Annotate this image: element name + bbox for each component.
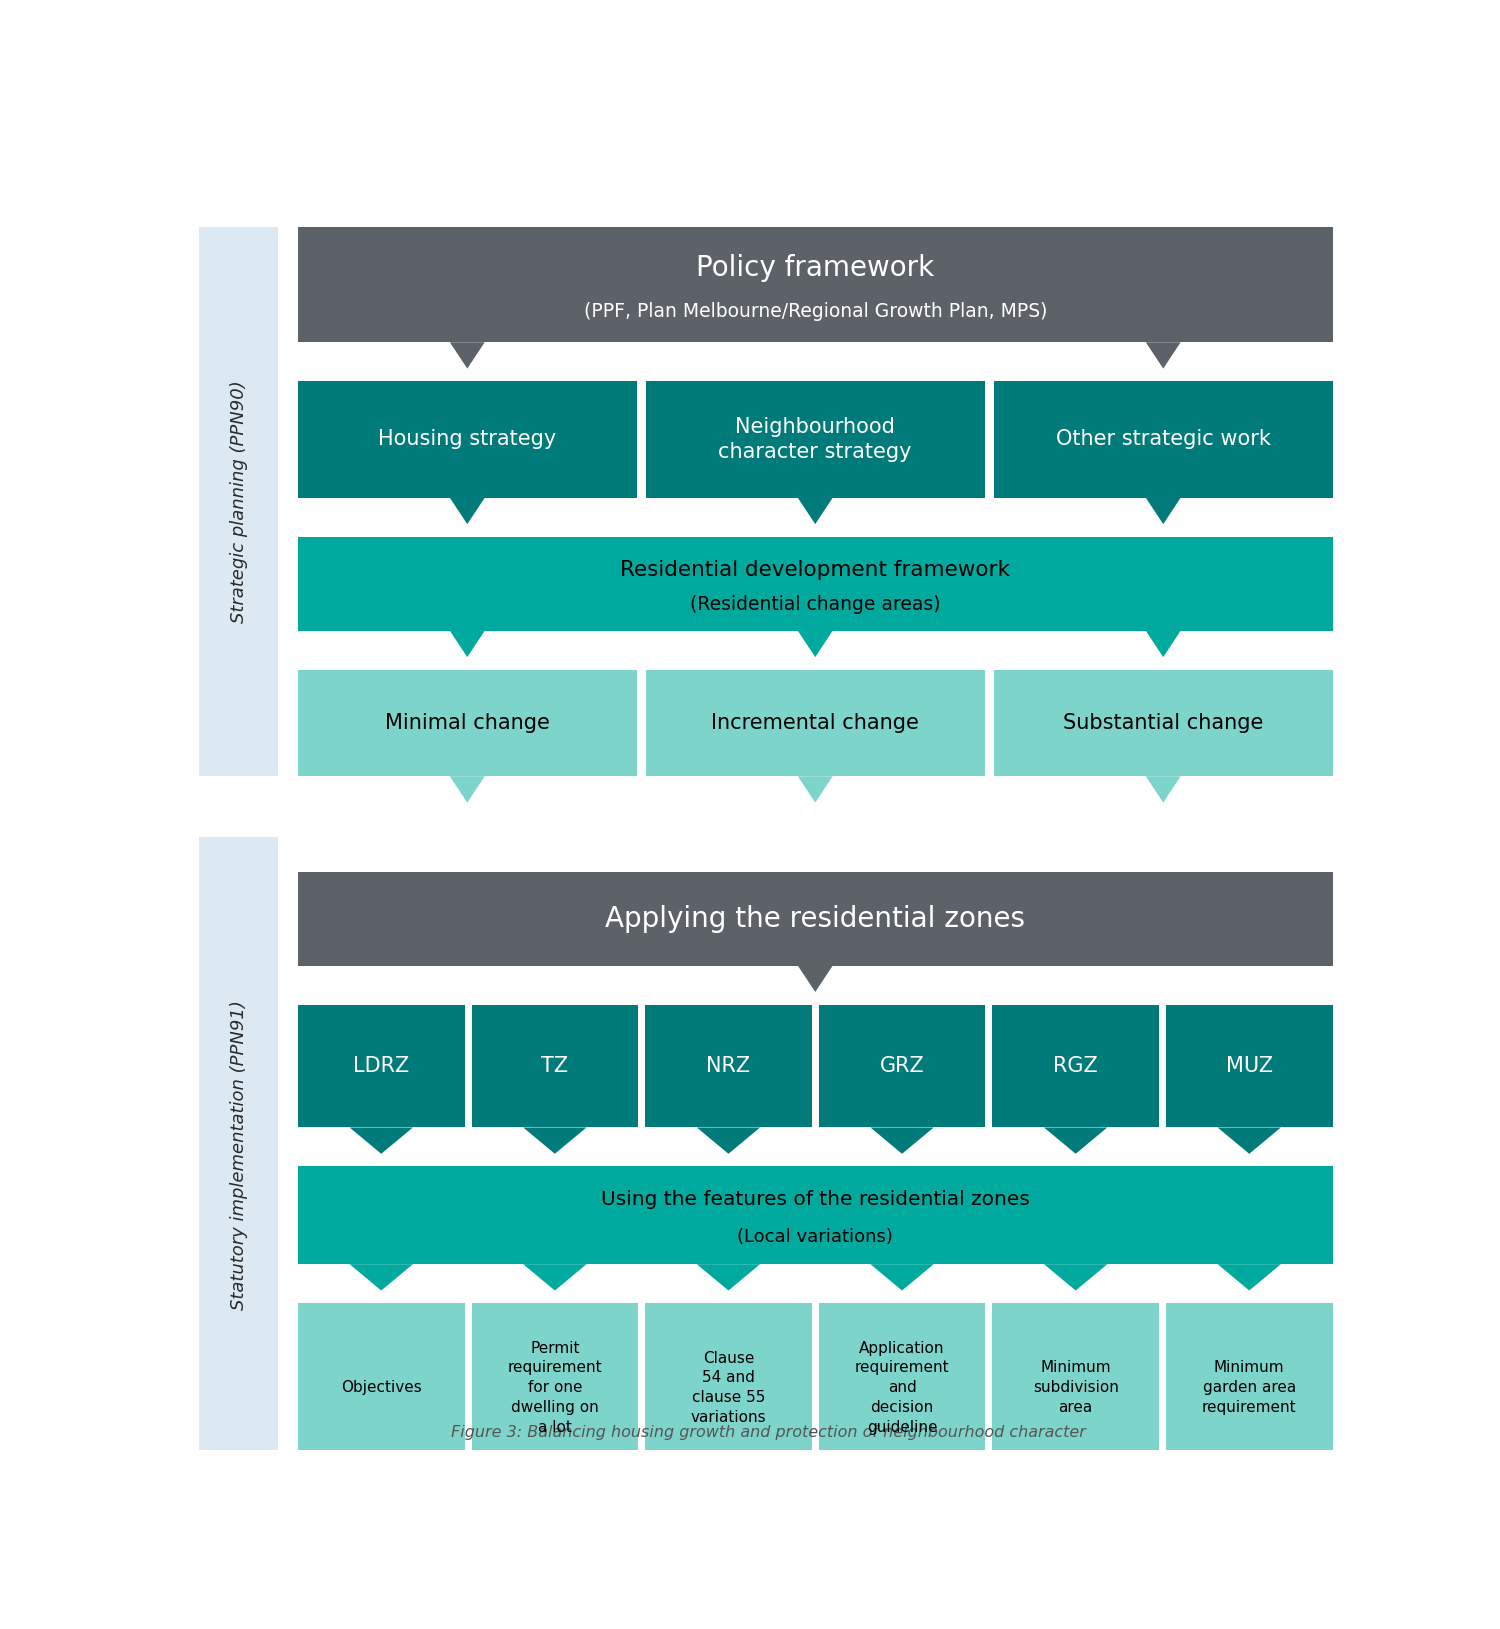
FancyBboxPatch shape — [298, 536, 1332, 630]
Polygon shape — [350, 1127, 412, 1153]
Polygon shape — [798, 630, 832, 656]
Polygon shape — [450, 630, 484, 656]
Text: RGZ: RGZ — [1053, 1056, 1098, 1077]
Text: Other strategic work: Other strategic work — [1056, 430, 1270, 450]
Text: TZ: TZ — [542, 1056, 568, 1077]
FancyBboxPatch shape — [993, 1005, 1160, 1127]
FancyBboxPatch shape — [298, 1303, 465, 1473]
Text: MUZ: MUZ — [1226, 1056, 1274, 1077]
Polygon shape — [1146, 777, 1180, 803]
Text: Neighbourhood
character strategy: Neighbourhood character strategy — [718, 417, 912, 463]
FancyBboxPatch shape — [645, 1303, 812, 1473]
FancyBboxPatch shape — [1166, 1303, 1332, 1473]
Text: (Residential change areas): (Residential change areas) — [690, 595, 940, 614]
FancyBboxPatch shape — [819, 1005, 986, 1127]
Text: Figure 3: Balancing housing growth and protection of neighbourhood character: Figure 3: Balancing housing growth and p… — [452, 1425, 1086, 1440]
Polygon shape — [1146, 498, 1180, 525]
Text: Substantial change: Substantial change — [1064, 714, 1263, 733]
Text: Applying the residential zones: Applying the residential zones — [604, 904, 1026, 932]
FancyBboxPatch shape — [1166, 1005, 1332, 1127]
Polygon shape — [698, 1127, 760, 1153]
Polygon shape — [524, 1264, 586, 1290]
Text: Clause
54 and
clause 55
variations: Clause 54 and clause 55 variations — [690, 1350, 766, 1425]
FancyBboxPatch shape — [298, 670, 636, 777]
Polygon shape — [1146, 630, 1180, 656]
Polygon shape — [870, 1264, 933, 1290]
FancyBboxPatch shape — [200, 226, 278, 777]
Text: Residential development framework: Residential development framework — [621, 560, 1011, 580]
FancyBboxPatch shape — [298, 872, 1332, 966]
FancyBboxPatch shape — [298, 381, 636, 498]
Polygon shape — [1044, 1127, 1107, 1153]
Polygon shape — [1146, 342, 1180, 368]
Polygon shape — [870, 1127, 933, 1153]
Polygon shape — [798, 498, 832, 525]
Polygon shape — [350, 1264, 412, 1290]
Text: NRZ: NRZ — [706, 1056, 750, 1077]
FancyBboxPatch shape — [471, 1005, 638, 1127]
FancyBboxPatch shape — [298, 226, 1332, 342]
Polygon shape — [798, 777, 832, 803]
Polygon shape — [1044, 1264, 1107, 1290]
Polygon shape — [1218, 1127, 1281, 1153]
Text: Strategic planning (PPN90): Strategic planning (PPN90) — [230, 380, 248, 622]
Polygon shape — [798, 966, 832, 992]
FancyBboxPatch shape — [298, 1166, 1332, 1264]
Polygon shape — [524, 1127, 586, 1153]
Text: Using the features of the residential zones: Using the features of the residential zo… — [602, 1191, 1029, 1209]
FancyBboxPatch shape — [471, 1303, 638, 1473]
Text: (PPF, Plan Melbourne/Regional Growth Plan, MPS): (PPF, Plan Melbourne/Regional Growth Pla… — [584, 301, 1047, 321]
FancyBboxPatch shape — [298, 1005, 465, 1127]
FancyBboxPatch shape — [993, 1303, 1160, 1473]
FancyBboxPatch shape — [646, 670, 984, 777]
Polygon shape — [450, 498, 484, 525]
FancyBboxPatch shape — [645, 1005, 812, 1127]
Text: Application
requirement
and
decision
guideline: Application requirement and decision gui… — [855, 1341, 950, 1435]
Text: Incremental change: Incremental change — [711, 714, 920, 733]
Polygon shape — [450, 777, 484, 803]
Text: Minimal change: Minimal change — [386, 714, 549, 733]
Text: (Local variations): (Local variations) — [738, 1228, 892, 1246]
Text: Policy framework: Policy framework — [696, 254, 934, 282]
Text: Statutory implementation (PPN91): Statutory implementation (PPN91) — [230, 1000, 248, 1310]
Text: Minimum
garden area
requirement: Minimum garden area requirement — [1202, 1360, 1296, 1416]
Polygon shape — [450, 342, 484, 368]
Text: Minimum
subdivision
area: Minimum subdivision area — [1032, 1360, 1119, 1416]
FancyBboxPatch shape — [819, 1303, 986, 1473]
Text: Permit
requirement
for one
dwelling on
a lot: Permit requirement for one dwelling on a… — [507, 1341, 602, 1435]
FancyBboxPatch shape — [994, 381, 1332, 498]
FancyBboxPatch shape — [200, 837, 278, 1473]
Text: Objectives: Objectives — [340, 1380, 422, 1394]
Polygon shape — [1218, 1264, 1281, 1290]
Text: Housing strategy: Housing strategy — [378, 430, 556, 450]
FancyBboxPatch shape — [994, 670, 1332, 777]
Polygon shape — [698, 1264, 760, 1290]
Text: LDRZ: LDRZ — [352, 1056, 410, 1077]
FancyBboxPatch shape — [646, 381, 984, 498]
Text: GRZ: GRZ — [879, 1056, 924, 1077]
